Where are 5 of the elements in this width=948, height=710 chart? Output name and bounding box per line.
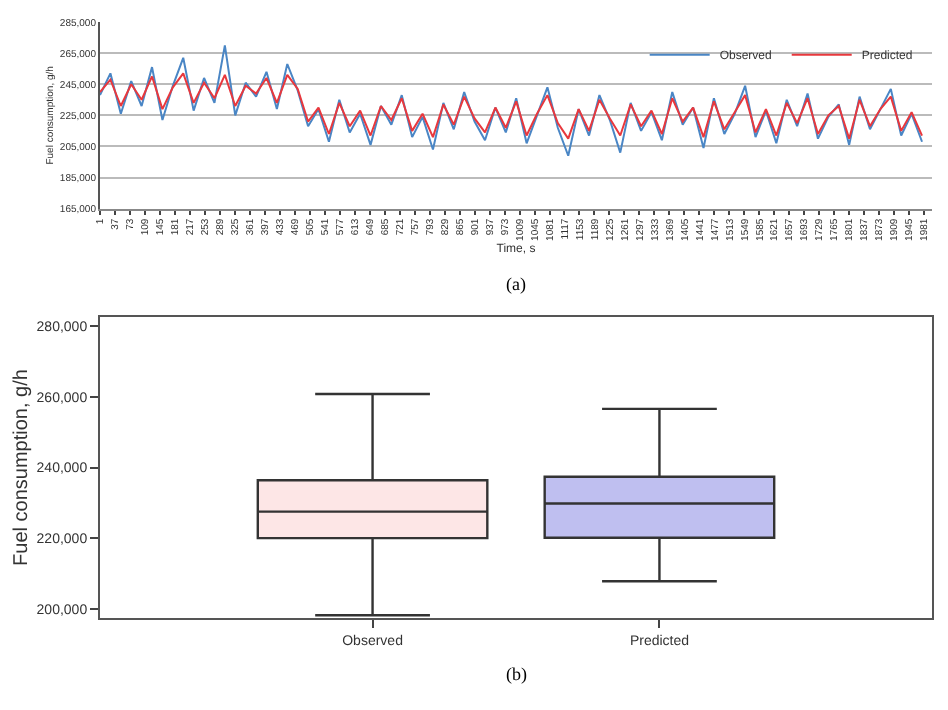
line-series (100, 44, 924, 157)
text: (b) (506, 664, 527, 684)
text: (a) (506, 274, 526, 294)
y-axis-title: Fuel consumption, g/h (10, 369, 33, 566)
line-series (100, 72, 924, 140)
